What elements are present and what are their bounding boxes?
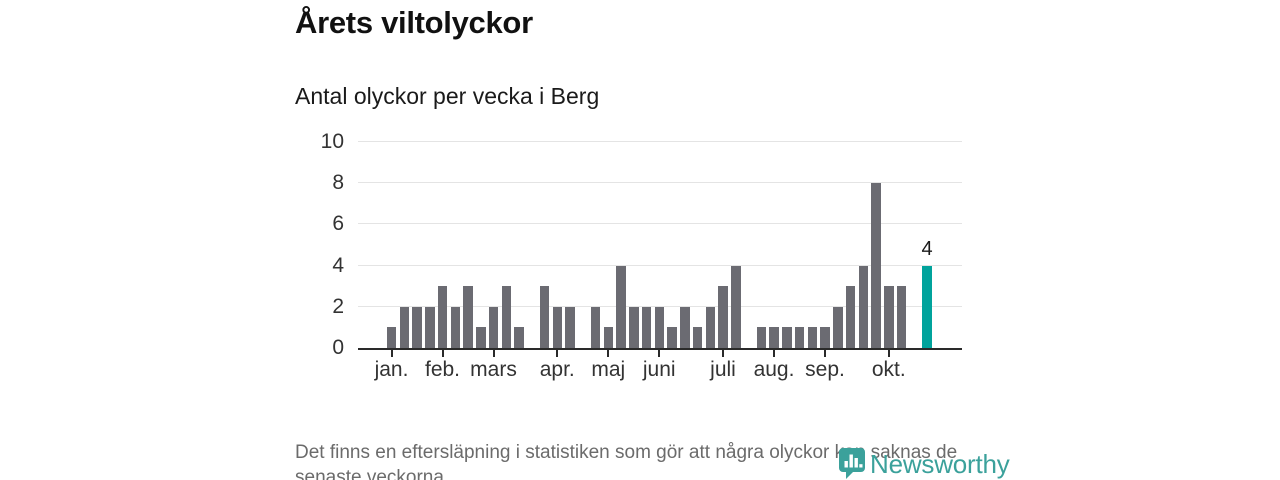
bar	[501, 286, 511, 348]
month-label: juni	[642, 358, 676, 381]
bar	[692, 327, 703, 348]
x-axis-tick	[658, 350, 661, 357]
bar	[680, 306, 690, 348]
x-axis-tick	[441, 350, 444, 357]
bar	[667, 327, 677, 348]
month-label: sep.	[805, 358, 845, 381]
gridline	[358, 141, 962, 142]
bar	[756, 327, 766, 348]
x-axis-tick	[887, 350, 890, 357]
bar	[412, 306, 422, 348]
gridline	[358, 223, 962, 225]
bar	[488, 306, 499, 348]
y-axis-tick-label: 8	[332, 171, 344, 195]
month-label: jan.	[374, 358, 409, 381]
newsworthy-logo: Newsworthy	[839, 448, 1010, 480]
bar	[552, 306, 562, 348]
bar	[769, 327, 779, 348]
bar	[386, 327, 397, 348]
month-label: apr.	[539, 358, 575, 381]
bar	[807, 327, 817, 348]
bar	[641, 306, 652, 348]
month-label: okt.	[871, 358, 906, 381]
bar	[858, 265, 868, 348]
x-axis-tick	[824, 350, 826, 357]
bar	[820, 327, 830, 348]
bar	[399, 306, 409, 348]
y-axis-tick-label: 6	[332, 212, 344, 236]
bar	[450, 306, 460, 348]
chart-subtitle: Antal olyckor per vecka i Berg	[295, 83, 600, 109]
bar	[896, 286, 907, 348]
y-axis-tick-label: 0	[332, 336, 344, 359]
bar	[476, 327, 486, 348]
plot-area	[358, 141, 962, 350]
bar	[603, 327, 613, 348]
month-label: aug.	[753, 358, 795, 381]
bar	[705, 306, 715, 348]
y-axis-tick-label: 10	[320, 130, 344, 153]
footer-line-2: senaste veckorna.	[295, 467, 450, 480]
bar	[463, 286, 473, 348]
newsworthy-wordmark: Newsworthy	[870, 449, 1010, 479]
bar	[794, 327, 805, 348]
bar	[718, 286, 728, 348]
month-label: feb.	[424, 358, 461, 381]
x-axis-tick	[556, 350, 559, 357]
bar	[590, 306, 601, 348]
bar	[845, 286, 856, 348]
bar	[565, 306, 575, 348]
month-label: juli	[710, 358, 736, 381]
bar	[629, 306, 639, 348]
y-axis-tick-label: 4	[332, 253, 344, 277]
bar	[616, 265, 626, 348]
x-axis-tick	[773, 350, 775, 357]
chart-title: Årets viltolyckor	[295, 5, 533, 40]
bar	[425, 306, 435, 348]
bar	[539, 286, 550, 348]
bar	[731, 265, 741, 348]
bar	[884, 286, 894, 348]
y-axis-tick-label: 2	[332, 294, 344, 318]
x-axis-tick	[390, 350, 393, 357]
x-axis-tick	[607, 350, 610, 357]
bar	[654, 306, 664, 348]
x-axis-tick	[722, 350, 724, 357]
month-label: mars	[470, 358, 517, 381]
footer-note: Det finns en eftersläpning i statistiken…	[295, 440, 957, 480]
bar	[871, 183, 881, 348]
bar-value-label: 4	[921, 237, 933, 260]
gridline	[358, 305, 962, 307]
gridline	[358, 264, 962, 266]
x-axis-tick	[492, 350, 495, 357]
month-label: maj	[591, 358, 626, 381]
newsworthy-bubble-chart-icon	[839, 448, 865, 479]
highlight-bar	[922, 265, 932, 348]
bar	[782, 327, 792, 348]
bar	[833, 306, 843, 348]
gridline	[358, 182, 962, 184]
bar	[514, 327, 524, 348]
footer-line-1: Det finns en eftersläpning i statistiken…	[295, 442, 958, 463]
bar	[437, 286, 448, 348]
